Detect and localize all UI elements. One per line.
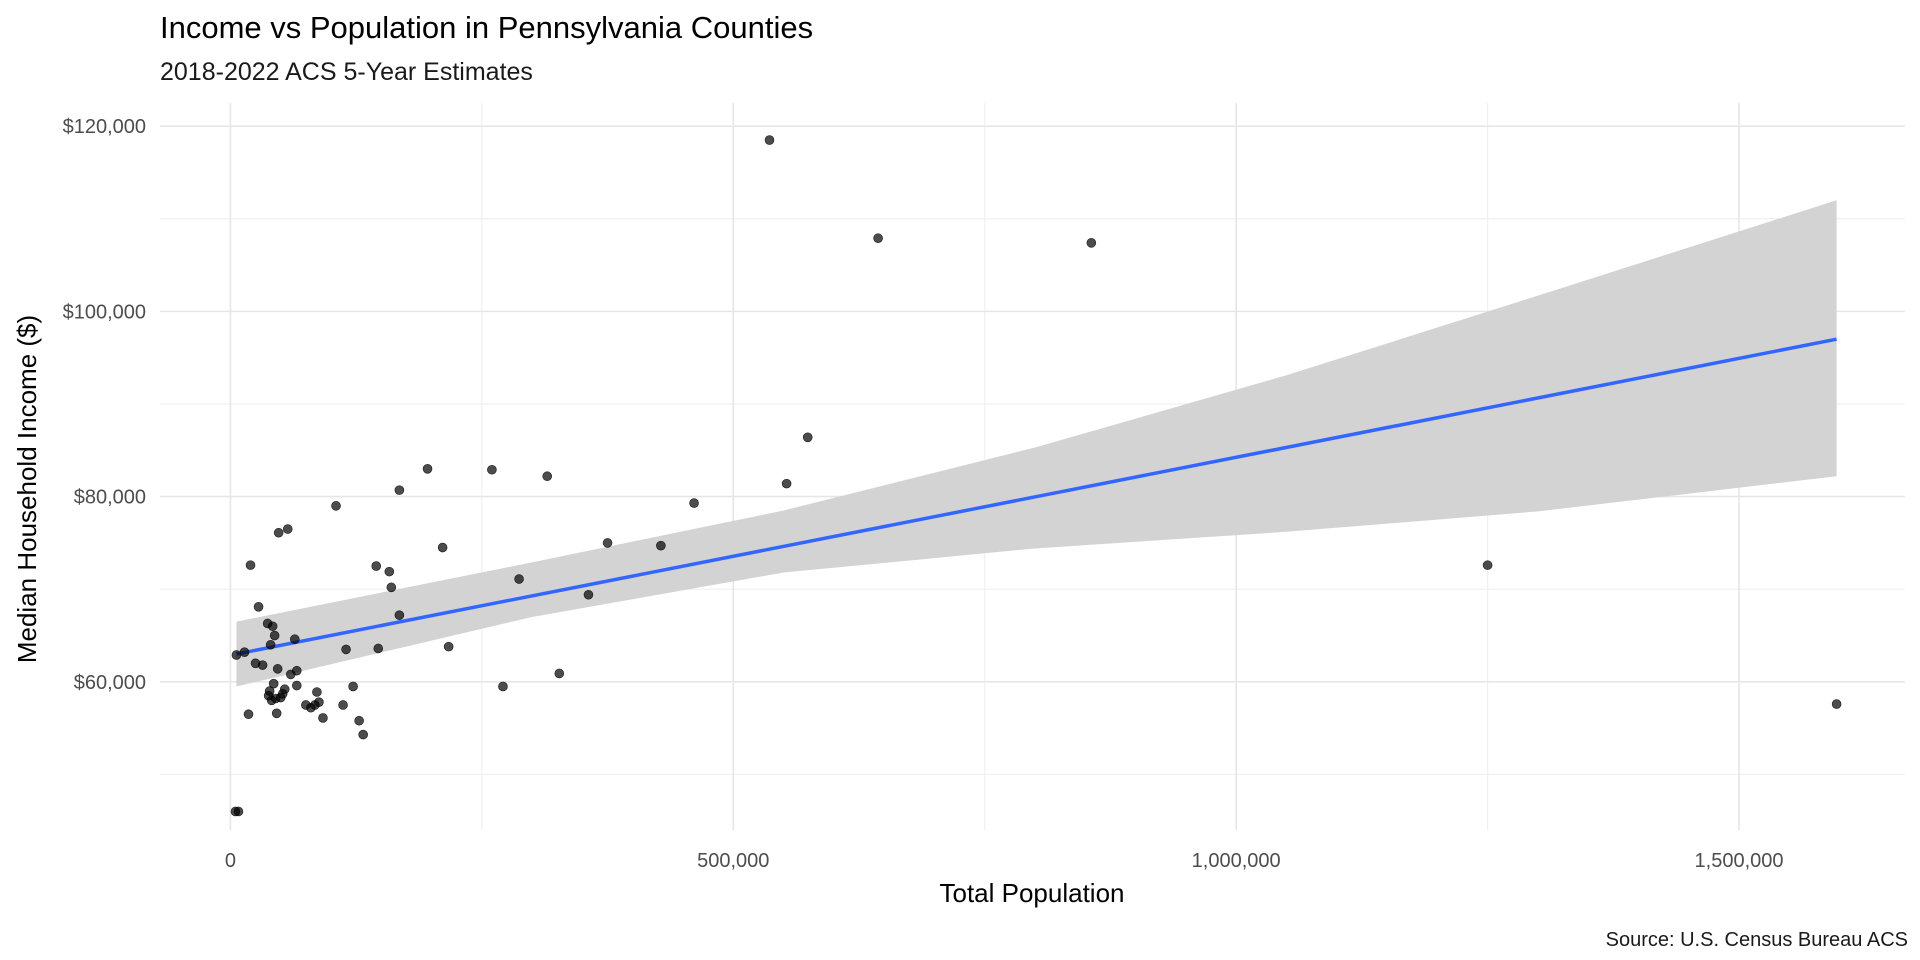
data-point — [291, 665, 302, 676]
data-point — [583, 589, 594, 600]
data-point — [802, 432, 813, 443]
data-point — [243, 709, 254, 720]
data-point — [269, 630, 280, 641]
data-point — [341, 644, 351, 655]
data-point — [264, 686, 275, 696]
data-point — [289, 634, 300, 645]
data-point — [437, 542, 448, 553]
y-tick-label: $60,000 — [74, 672, 146, 694]
data-point — [318, 713, 328, 723]
x-axis-ticks: 0 500,000 1,000,000 1,500,000 — [225, 850, 1784, 872]
data-point — [271, 708, 282, 719]
data-point — [542, 471, 553, 482]
data-point — [373, 643, 384, 654]
data-point — [245, 560, 256, 570]
data-point — [764, 135, 775, 145]
chart-subtitle: 2018-2022 ACS 5-Year Estimates — [160, 58, 533, 86]
x-tick-label: 1,000,000 — [1192, 850, 1281, 872]
data-point — [331, 501, 341, 511]
data-point — [231, 650, 242, 660]
data-point — [348, 681, 358, 692]
data-point — [394, 485, 405, 495]
y-tick-label: $100,000 — [63, 301, 146, 323]
data-point — [371, 561, 382, 571]
data-point — [656, 540, 666, 551]
data-point — [394, 610, 405, 620]
confidence-band-layer — [236, 200, 1837, 687]
data-point — [257, 660, 268, 670]
data-point — [265, 639, 276, 650]
chart-title: Income vs Population in Pennsylvania Cou… — [160, 10, 814, 45]
data-point — [689, 498, 699, 508]
data-point — [233, 806, 244, 817]
data-points — [230, 135, 1842, 817]
data-point — [443, 641, 454, 652]
regression-line-layer — [236, 337, 1837, 656]
data-point — [386, 582, 397, 593]
y-tick-label: $120,000 — [63, 116, 146, 138]
data-point — [273, 527, 284, 538]
data-point — [781, 478, 792, 489]
data-point — [282, 524, 293, 534]
data-point — [272, 664, 283, 674]
data-point — [1086, 238, 1097, 248]
y-axis-title: Median Household Income ($) — [12, 315, 42, 663]
data-point — [314, 697, 324, 707]
data-point — [1482, 560, 1493, 570]
data-point — [873, 233, 883, 244]
data-point — [338, 700, 348, 710]
x-axis-title: Total Population — [939, 878, 1124, 908]
data-point — [422, 464, 433, 474]
data-point — [354, 715, 364, 726]
data-point — [358, 729, 368, 740]
x-tick-label: 0 — [225, 850, 236, 872]
data-point — [514, 574, 524, 584]
data-point — [268, 678, 279, 689]
data-point — [279, 684, 290, 695]
source-caption: Source: U.S. Census Bureau ACS — [1605, 929, 1908, 951]
data-point — [602, 538, 613, 548]
x-tick-label: 1,500,000 — [1695, 850, 1784, 872]
data-point — [239, 647, 250, 657]
data-point — [267, 621, 278, 632]
data-point — [1831, 699, 1842, 709]
data-point — [384, 566, 395, 577]
y-tick-label: $80,000 — [74, 487, 146, 509]
x-tick-label: 500,000 — [697, 850, 769, 872]
data-point — [554, 668, 565, 679]
data-point — [253, 602, 264, 612]
data-point — [291, 680, 302, 691]
y-axis-ticks: $60,000 $80,000 $100,000 $120,000 — [63, 116, 146, 694]
data-point — [312, 687, 322, 697]
data-point — [487, 464, 497, 475]
data-point — [498, 681, 508, 692]
regression-line — [236, 337, 1837, 656]
confidence-band — [236, 200, 1837, 687]
